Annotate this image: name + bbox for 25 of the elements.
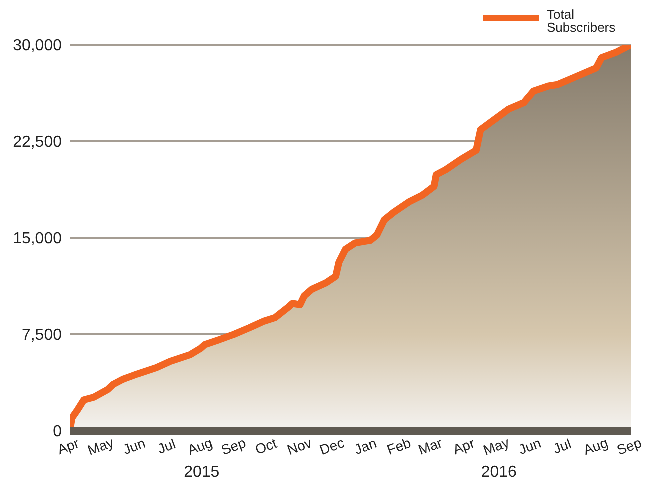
x-tick-label: Apr	[450, 434, 478, 458]
y-tick-label: 30,000	[13, 38, 62, 55]
y-tick-label: 15,000	[13, 230, 62, 248]
x-tick-label: Jul	[156, 436, 178, 457]
x-tick-label: Sep	[219, 434, 248, 458]
text: 2015	[183, 464, 221, 482]
y-tick-label: 7,500	[22, 327, 62, 344]
text: 2016	[480, 464, 518, 482]
x-tick-label: Sep	[614, 434, 644, 458]
x-tick-label: Feb	[384, 434, 414, 458]
x-tick-label: Jan	[352, 434, 379, 458]
y-tick-label: 22,500	[13, 134, 62, 152]
x-tick-label: Dec	[318, 434, 346, 458]
y-tick-label: 0	[53, 424, 62, 441]
x-tick-label: Jun	[516, 434, 544, 458]
x-tick-label: Nov	[285, 434, 314, 458]
x-tick-label: Jun	[120, 434, 148, 458]
x-tick-label: Aug	[186, 434, 215, 458]
legend-label: Total Subscribers	[547, 7, 617, 35]
x-tick-label: May	[86, 434, 116, 458]
x-tick-label: Mar	[416, 434, 445, 458]
x-tick-label: Aug	[581, 434, 610, 458]
x-tick-label: May	[481, 434, 512, 458]
x-tick-label: Jul	[551, 436, 574, 457]
x-tick-label: Oct	[253, 435, 280, 458]
